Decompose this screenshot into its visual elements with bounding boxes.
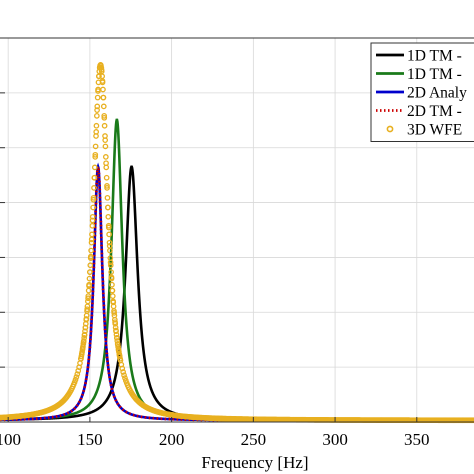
x-tick-label-2: 200 bbox=[159, 430, 185, 449]
wfe-marker-127 bbox=[88, 247, 94, 254]
wfe-marker-219 bbox=[114, 335, 120, 341]
wfe-marker-201 bbox=[109, 281, 115, 288]
wfe-marker-128 bbox=[88, 239, 95, 246]
wfe-marker-196 bbox=[107, 259, 114, 266]
wfe-marker-175 bbox=[101, 122, 108, 129]
x-tick-label-3: 250 bbox=[241, 430, 267, 449]
legend-swatch-4 bbox=[386, 125, 394, 133]
wfe-marker-217 bbox=[113, 331, 120, 338]
wfe-marker-130 bbox=[89, 231, 95, 238]
wfe-marker-145 bbox=[93, 129, 100, 135]
grid-lines bbox=[0, 38, 474, 422]
x-tick-label-4: 300 bbox=[322, 430, 348, 449]
wfe-marker-209 bbox=[111, 310, 118, 316]
wfe-marker-223 bbox=[115, 343, 121, 350]
wfe-marker-236 bbox=[122, 375, 128, 381]
wfe-marker-95 bbox=[79, 349, 85, 355]
wfe-marker-220 bbox=[114, 338, 121, 344]
x-tick-label-5: 350 bbox=[404, 430, 430, 449]
axes bbox=[0, 37, 474, 423]
wfe-marker-233 bbox=[119, 365, 126, 372]
wfe-marker-148 bbox=[94, 107, 100, 113]
wfe-marker-84 bbox=[72, 376, 79, 383]
wfe-marker-188 bbox=[105, 213, 112, 220]
wfe-marker-143 bbox=[92, 143, 99, 150]
wfe-marker-140 bbox=[91, 164, 98, 171]
wfe-marker-131 bbox=[89, 222, 96, 229]
wfe-marker-134 bbox=[90, 204, 97, 211]
wfe-marker-101 bbox=[80, 338, 87, 344]
series-group bbox=[0, 62, 474, 424]
legend-label-0: 1D TM - bbox=[407, 48, 462, 65]
wfe-marker-190 bbox=[105, 224, 112, 231]
wfe-marker-192 bbox=[106, 239, 113, 246]
series-3d-wfe-markers bbox=[0, 62, 474, 424]
wfe-marker-182 bbox=[103, 174, 110, 181]
wfe-marker-135 bbox=[90, 196, 97, 203]
x-axis-label: Frequency [Hz] bbox=[201, 453, 308, 472]
wfe-marker-124 bbox=[87, 262, 94, 269]
wfe-marker-113 bbox=[84, 306, 91, 313]
wfe-marker-184 bbox=[104, 185, 110, 191]
wfe-marker-171 bbox=[100, 94, 107, 101]
wfe-marker-234 bbox=[120, 369, 127, 375]
wfe-marker-191 bbox=[106, 231, 112, 238]
wfe-marker-194 bbox=[107, 247, 113, 254]
wfe-marker-123 bbox=[87, 269, 93, 275]
wfe-marker-137 bbox=[91, 185, 97, 191]
wfe-marker-216 bbox=[113, 328, 119, 335]
wfe-marker-102 bbox=[81, 335, 88, 341]
wfe-marker-197 bbox=[107, 262, 114, 269]
wfe-marker-117 bbox=[85, 293, 92, 299]
wfe-marker-203 bbox=[109, 287, 116, 294]
wfe-marker-178 bbox=[102, 143, 109, 150]
legend-label-3: 2D TM - bbox=[407, 103, 462, 120]
x-tick-label-1: 150 bbox=[77, 430, 103, 449]
wfe-marker-86 bbox=[74, 371, 81, 377]
wfe-marker-115 bbox=[85, 298, 91, 305]
wfe-marker-132 bbox=[89, 217, 96, 224]
wfe-marker-183 bbox=[104, 183, 110, 189]
wfe-marker-179 bbox=[102, 154, 109, 160]
wfe-marker-116 bbox=[85, 295, 91, 302]
wfe-marker-181 bbox=[103, 164, 110, 171]
wfe-marker-204 bbox=[109, 293, 116, 299]
wfe-marker-198 bbox=[108, 269, 114, 275]
wfe-marker-172 bbox=[100, 103, 107, 110]
wfe-marker-214 bbox=[112, 324, 119, 331]
wfe-marker-133 bbox=[89, 213, 96, 220]
wfe-marker-141 bbox=[92, 154, 99, 160]
wfe-marker-139 bbox=[91, 174, 98, 181]
legend-label-4: 3D WFE bbox=[407, 122, 462, 139]
wfe-marker-150 bbox=[94, 94, 101, 101]
legend-label-2: 2D Analy bbox=[407, 85, 467, 102]
wfe-marker-200 bbox=[108, 275, 115, 282]
wfe-marker-177 bbox=[102, 137, 109, 143]
wfe-marker-146 bbox=[93, 122, 100, 129]
wfe-marker-85 bbox=[73, 374, 80, 380]
wfe-marker-104 bbox=[81, 331, 88, 338]
wfe-marker-147 bbox=[93, 113, 100, 119]
wfe-marker-136 bbox=[90, 194, 97, 201]
x-tick-labels: 100 150 200 250 300 350 bbox=[0, 430, 430, 449]
x-tick-label-0: 100 bbox=[0, 430, 21, 449]
wfe-marker-168 bbox=[99, 79, 106, 86]
wfe-marker-169 bbox=[100, 86, 106, 93]
wfe-marker-126 bbox=[87, 253, 94, 260]
wfe-marker-110 bbox=[83, 316, 90, 322]
wfe-marker-174 bbox=[101, 114, 108, 121]
wfe-marker-187 bbox=[105, 204, 111, 211]
legend-label-1: 1D TM - bbox=[407, 66, 462, 83]
wfe-marker-149 bbox=[94, 103, 101, 110]
wfe-marker-142 bbox=[92, 151, 99, 158]
wfe-marker-173 bbox=[101, 113, 108, 119]
wfe-marker-105 bbox=[82, 328, 88, 335]
wfe-marker-120 bbox=[86, 281, 92, 288]
wfe-marker-235 bbox=[121, 372, 127, 379]
wfe-marker-185 bbox=[104, 194, 111, 201]
wfe-marker-121 bbox=[86, 275, 93, 282]
